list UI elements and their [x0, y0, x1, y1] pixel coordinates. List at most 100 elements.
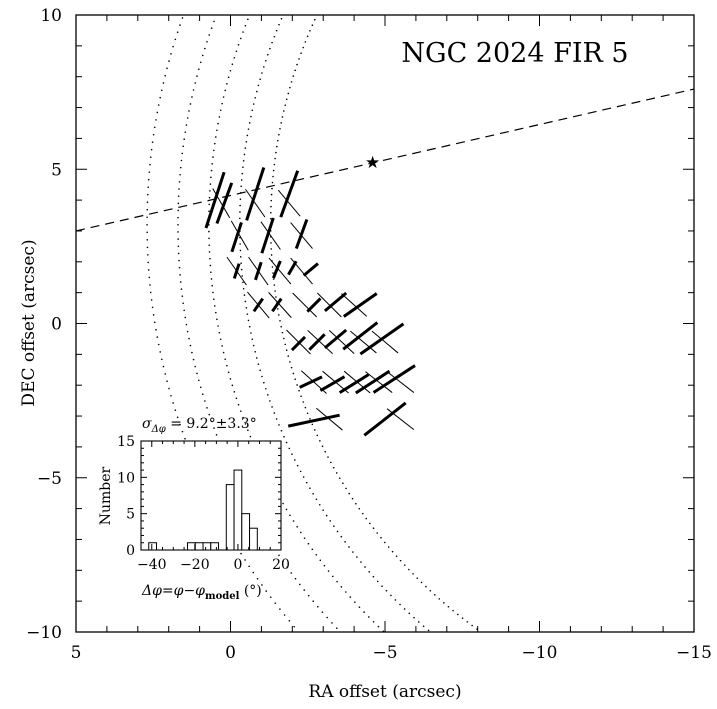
arc-dot: [271, 266, 274, 268]
arc-dot: [292, 75, 295, 77]
arc-dot: [270, 193, 273, 196]
arc-dot: [305, 481, 308, 484]
arc-dot: [306, 412, 309, 415]
y-tick-label: 0: [51, 315, 62, 335]
inset-title: σΔφ = 9.2°±3.3°: [142, 416, 257, 435]
histogram-bar: [241, 513, 251, 551]
observed-vector: [359, 322, 405, 356]
arc-dot: [290, 81, 293, 83]
arc-dot: [289, 86, 291, 89]
arc-dot: [269, 217, 272, 220]
model-vectors: [212, 188, 415, 431]
arc-dot: [213, 427, 215, 429]
observed-vector: [245, 167, 266, 221]
arc-dot: [240, 185, 242, 188]
arc-dot: [338, 477, 341, 479]
arc-dot: [285, 98, 288, 101]
y-axis-title: DEC offset (arcsec): [19, 239, 39, 406]
arc-dot: [273, 163, 276, 166]
arc-dot: [204, 47, 206, 50]
arc-dot: [146, 239, 149, 241]
arc-dot: [413, 616, 415, 619]
arc-dot: [209, 183, 212, 185]
dashed-line-group: [75, 88, 695, 232]
arc-dot: [159, 96, 161, 99]
arc-dot: [313, 18, 316, 21]
arc-dot: [213, 149, 215, 152]
arc-dot: [235, 397, 238, 400]
arc-dot: [239, 37, 242, 40]
arc-dot: [239, 217, 241, 220]
arc-dot: [330, 461, 332, 464]
arc-dot: [189, 103, 192, 105]
arc-dot: [322, 509, 324, 511]
arc-dot: [196, 75, 198, 77]
arc-dot: [281, 331, 284, 334]
arc-dot: [147, 269, 150, 271]
main-axis-tick-labels: 5 0 −5 −10 −15 10 5 0 −5 −10: [26, 6, 712, 663]
arc-dot: [265, 590, 268, 592]
arc-dot: [275, 418, 278, 420]
arc-dot: [416, 577, 419, 579]
inset-frame: [140, 440, 282, 551]
model-vector: [268, 257, 292, 285]
arc-dot: [177, 238, 179, 240]
arc-dot: [284, 104, 287, 106]
arc-dot: [381, 585, 383, 587]
inset-title-sigma: σ: [142, 416, 152, 432]
histogram-bar: [210, 542, 220, 551]
observed-vector: [287, 260, 298, 276]
arc-dot: [247, 319, 250, 322]
arc-dot: [201, 393, 204, 395]
arc-dot: [146, 201, 149, 203]
arc-dot: [368, 571, 371, 573]
model-vector: [277, 189, 301, 217]
arc-dot: [312, 600, 315, 603]
arc-dot: [147, 186, 150, 188]
model-field-arc: [269, 18, 478, 630]
arc-dot: [255, 90, 258, 93]
arc-dot: [261, 375, 263, 378]
observed-vector: [260, 217, 275, 254]
arc-dot: [369, 522, 371, 525]
arc-dot: [218, 331, 221, 334]
arc-dot: [275, 29, 278, 32]
arc-dot: [146, 208, 149, 211]
arc-dot: [208, 34, 211, 36]
arc-dot: [279, 608, 281, 610]
inset-x-title-main: Δφ=φ−φ: [141, 583, 205, 599]
arc-dot: [206, 407, 208, 409]
arc-dot: [211, 284, 213, 287]
arc-dot: [282, 560, 284, 563]
arc-dot: [420, 581, 423, 584]
arc-dot: [264, 387, 267, 390]
arc-dot: [303, 537, 306, 539]
arc-dot: [239, 198, 242, 200]
arc-dot: [264, 60, 267, 62]
arc-dot: [149, 163, 151, 166]
arc-dot: [427, 629, 430, 632]
arc-dot: [148, 171, 151, 173]
arc-dot: [189, 344, 192, 347]
inset-x-tick-label: −40: [137, 557, 167, 573]
arc-dot: [278, 133, 280, 136]
observed-vector: [287, 413, 340, 428]
arc-dot: [288, 620, 291, 622]
arc-dot: [147, 261, 150, 264]
observed-vectors: [204, 167, 416, 437]
arc-dot: [149, 156, 152, 158]
arc-dot: [287, 355, 290, 357]
arc-dot: [180, 288, 183, 290]
arc-dot: [299, 583, 301, 586]
arc-dot: [241, 172, 244, 175]
arc-dot: [242, 31, 244, 33]
arc-dot: [319, 559, 322, 562]
y-tick-label: −5: [37, 469, 62, 489]
arc-dot: [239, 204, 241, 207]
arc-dot: [178, 259, 180, 262]
arc-dot: [340, 586, 343, 588]
arc-dot: [152, 314, 155, 316]
model-vector: [212, 188, 231, 219]
arc-dot: [284, 343, 287, 346]
arc-dot: [263, 66, 265, 68]
